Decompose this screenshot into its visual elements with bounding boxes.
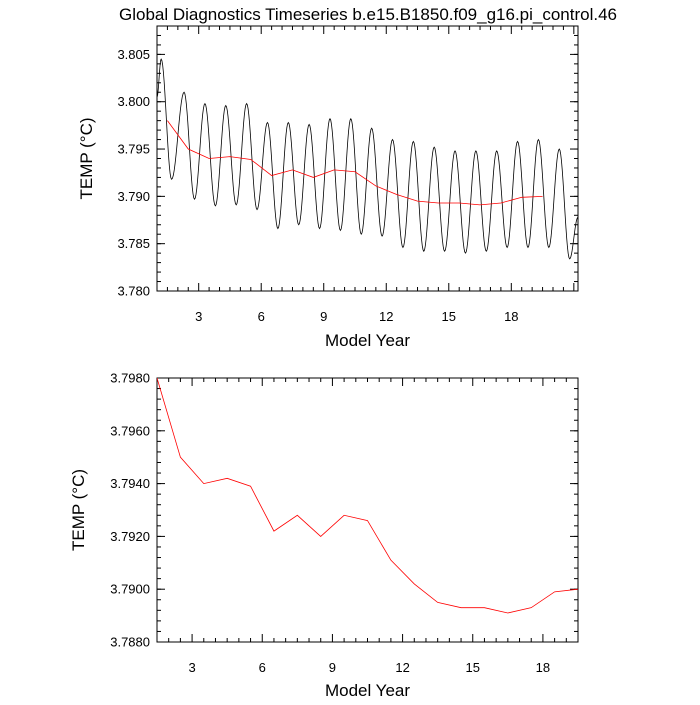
bottom-x-axis-title: Model Year [325,681,410,700]
bottom-y-tick-label: 3.7980 [110,371,150,386]
bottom-annual-mean-line [157,378,578,614]
top-x-tick-label: 6 [258,309,265,324]
bottom-plot-frame [156,377,579,643]
bottom-x-tick-label: 18 [536,660,550,675]
top-y-tick-label: 3.785 [117,236,150,251]
top-y-tick-label: 3.805 [117,47,150,62]
top-y-tick-label: 3.800 [117,94,150,109]
top-x-axis-title: Model Year [325,331,410,350]
top-panel: 3 6 9 12 15 18 3.780 3.785 3.790 3.795 3.800 3.805 M… [77,25,579,350]
top-x-tick-label: 12 [379,309,393,324]
bottom-x-tick-label: 15 [466,660,480,675]
top-x-tick-label: 18 [504,309,518,324]
bottom-y-tick-label: 3.7900 [110,582,150,597]
top-y-tick-label: 3.780 [117,284,150,299]
top-x-tick-label: 3 [195,309,202,324]
bottom-y-tick-label: 3.7920 [110,529,150,544]
top-y-tick-label: 3.795 [117,142,150,157]
top-x-tick-label: 15 [442,309,456,324]
top-x-tick-label: 9 [320,309,327,324]
bottom-x-tick-label: 12 [395,660,409,675]
bottom-y-tick-label: 3.7960 [110,423,150,438]
top-annual-mean-line [167,120,543,206]
top-y-axis-title: TEMP (°C) [77,117,96,199]
bottom-panel: 3 6 9 12 15 18 3.7880 3.7900 3.7920 3.7940 3.7960 3… [69,371,579,700]
bottom-x-tick-label: 9 [329,660,336,675]
top-monthly-temp-line [157,58,578,260]
plot-title: Global Diagnostics Timeseries b.e15.B185… [119,5,617,24]
bottom-x-tick-label: 3 [188,660,195,675]
bottom-y-axis-title: TEMP (°C) [69,469,88,551]
top-y-tick-label: 3.790 [117,189,150,204]
bottom-x-tick-label: 6 [259,660,266,675]
bottom-y-tick-label: 3.7940 [110,476,150,491]
bottom-y-tick-label: 3.7880 [110,635,150,650]
